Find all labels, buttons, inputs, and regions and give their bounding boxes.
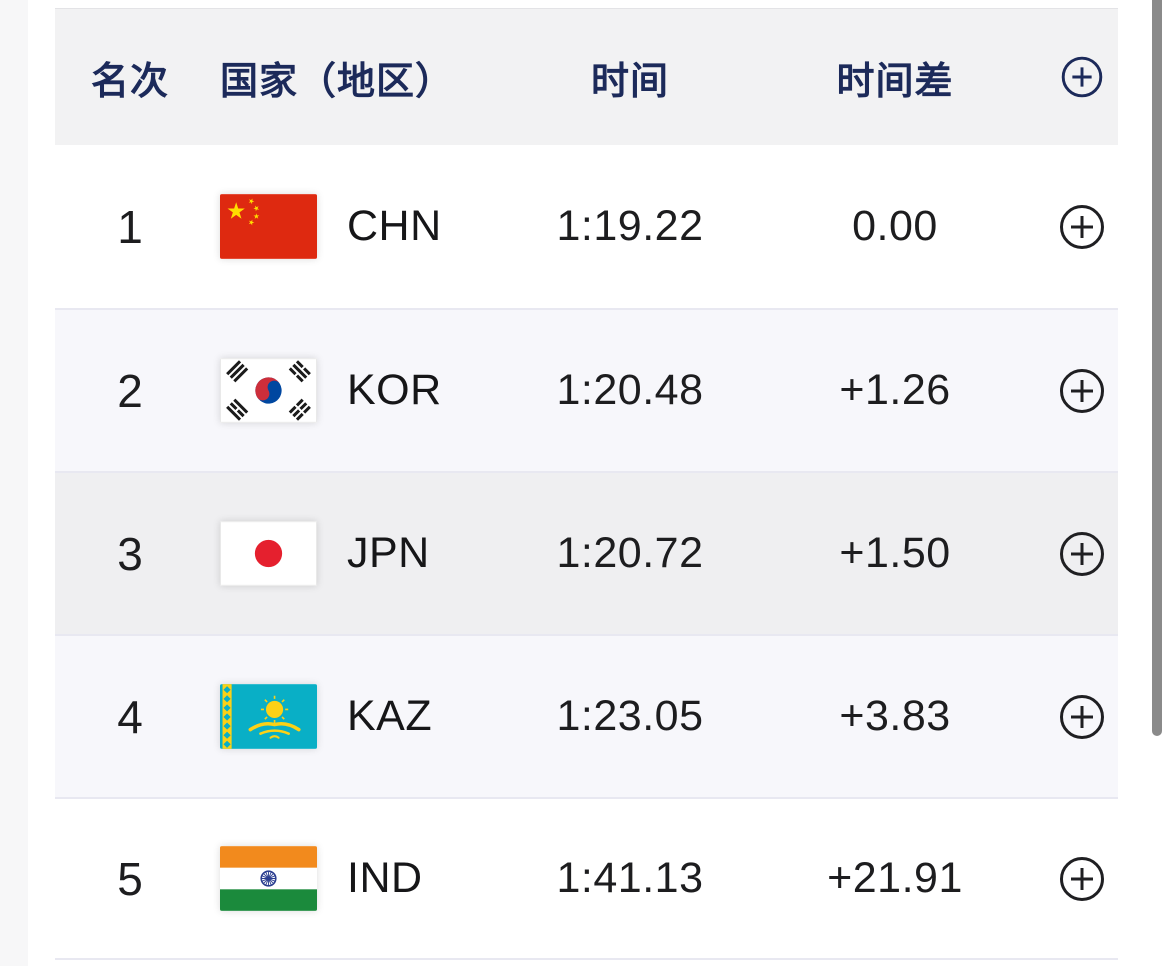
table-body: 1 CHN 1:19.22 0.00 2 [55, 145, 1118, 960]
column-header-time: 时间 [590, 60, 669, 103]
noc-code: JPN [347, 529, 430, 577]
plus-circle-icon [1059, 694, 1104, 739]
header-expand-button[interactable] [1059, 54, 1105, 100]
flag-ind-icon [220, 846, 317, 911]
time-cell: 1:20.48 [556, 366, 704, 414]
flag-kaz-icon [220, 684, 317, 749]
time-cell: 1:41.13 [556, 854, 704, 902]
row-expand-button[interactable] [1057, 692, 1107, 742]
plus-circle-icon [1059, 531, 1104, 576]
diff-cell: +1.50 [839, 529, 951, 577]
row-expand-button[interactable] [1057, 366, 1107, 416]
diff-cell: +1.26 [839, 366, 951, 414]
noc-code: KAZ [347, 692, 433, 740]
plus-circle-icon [1059, 368, 1104, 413]
time-cell: 1:19.22 [556, 202, 704, 250]
column-header-rank: 名次 [90, 60, 169, 103]
diff-cell: +21.91 [827, 854, 963, 902]
noc-code: CHN [347, 202, 442, 250]
row-expand-button[interactable] [1057, 529, 1107, 579]
column-header-diff: 时间差 [836, 60, 954, 103]
time-cell: 1:23.05 [556, 692, 704, 740]
row-expand-button[interactable] [1057, 202, 1107, 252]
column-header-country: 国家（地区） [220, 60, 455, 103]
table-row: 3 JPN 1:20.72 +1.50 [55, 471, 1118, 634]
rank-cell: 1 [117, 200, 143, 253]
flag-kor-icon [220, 358, 317, 423]
plus-circle-icon [1061, 56, 1102, 98]
plus-circle-icon [1059, 204, 1104, 249]
table-row: 4 [55, 634, 1118, 797]
plus-circle-icon [1059, 856, 1104, 901]
diff-cell: +3.83 [839, 692, 951, 740]
table-header: 名次 国家（地区） 时间 时间差 [55, 8, 1118, 145]
row-expand-button[interactable] [1057, 854, 1107, 904]
flag-chn-icon [220, 194, 317, 259]
time-cell: 1:20.72 [556, 529, 704, 577]
table-row: 2 [55, 308, 1118, 471]
noc-code: KOR [347, 366, 442, 414]
rank-cell: 3 [117, 527, 143, 580]
rank-cell: 5 [117, 852, 143, 905]
rank-cell: 2 [117, 364, 143, 417]
rank-cell: 4 [117, 690, 143, 743]
flag-jpn-icon [220, 521, 317, 586]
table-row: 1 CHN 1:19.22 0.00 [55, 145, 1118, 308]
results-table: 名次 国家（地区） 时间 时间差 1 [55, 8, 1118, 960]
diff-cell: 0.00 [852, 202, 938, 250]
left-edge-strip [0, 0, 28, 966]
noc-code: IND [347, 854, 423, 902]
scrollbar-thumb[interactable] [1152, 0, 1162, 736]
table-row: 5 IND [55, 797, 1118, 960]
